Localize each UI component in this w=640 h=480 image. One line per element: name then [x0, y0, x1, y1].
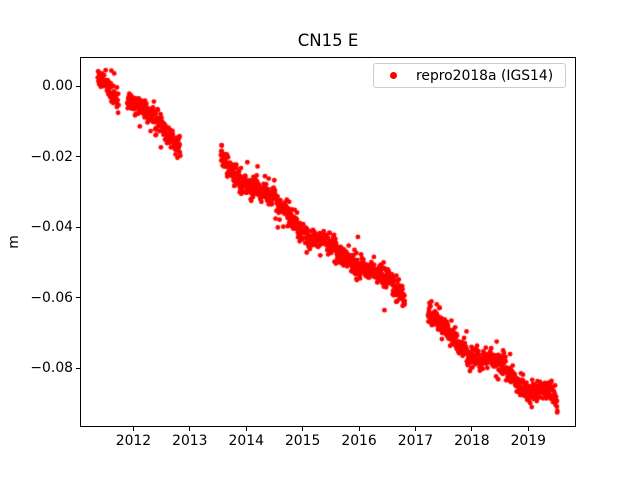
legend: repro2018a (IGS14) — [373, 63, 567, 88]
y-tick-label: −0.04 — [30, 219, 73, 236]
y-axis-label: m — [6, 235, 22, 249]
x-tick-label: 2012 — [115, 433, 152, 449]
legend-marker-dot-icon — [390, 72, 397, 79]
legend-series-label: repro2018a (IGS14) — [416, 67, 554, 84]
y-tick-mark — [76, 156, 80, 158]
x-tick-label: 2014 — [228, 433, 264, 449]
x-tick-label: 2018 — [454, 433, 490, 449]
y-tick-label: −0.02 — [30, 148, 73, 165]
x-tick-label: 2016 — [341, 433, 377, 449]
x-tick-mark — [414, 427, 416, 431]
x-tick-mark — [302, 427, 304, 431]
x-tick-label: 2015 — [284, 433, 321, 449]
x-tick-mark — [132, 427, 134, 431]
y-tick-label: 0.00 — [42, 78, 73, 95]
y-tick-mark — [76, 85, 80, 87]
y-tick-label: −0.08 — [30, 360, 73, 376]
x-tick-label: 2019 — [510, 433, 546, 449]
y-tick-mark — [76, 297, 80, 299]
y-tick-mark — [76, 367, 80, 369]
x-tick-mark — [471, 427, 473, 431]
chart-title: CN15 E — [297, 31, 359, 50]
x-tick-mark — [358, 427, 360, 431]
y-tick-mark — [76, 226, 80, 228]
x-tick-mark — [527, 427, 529, 431]
y-tick-label: −0.06 — [30, 289, 73, 306]
x-tick-label: 2013 — [172, 433, 208, 449]
x-tick-mark — [189, 427, 191, 431]
x-tick-label: 2017 — [397, 433, 434, 449]
x-tick-mark — [245, 427, 247, 431]
